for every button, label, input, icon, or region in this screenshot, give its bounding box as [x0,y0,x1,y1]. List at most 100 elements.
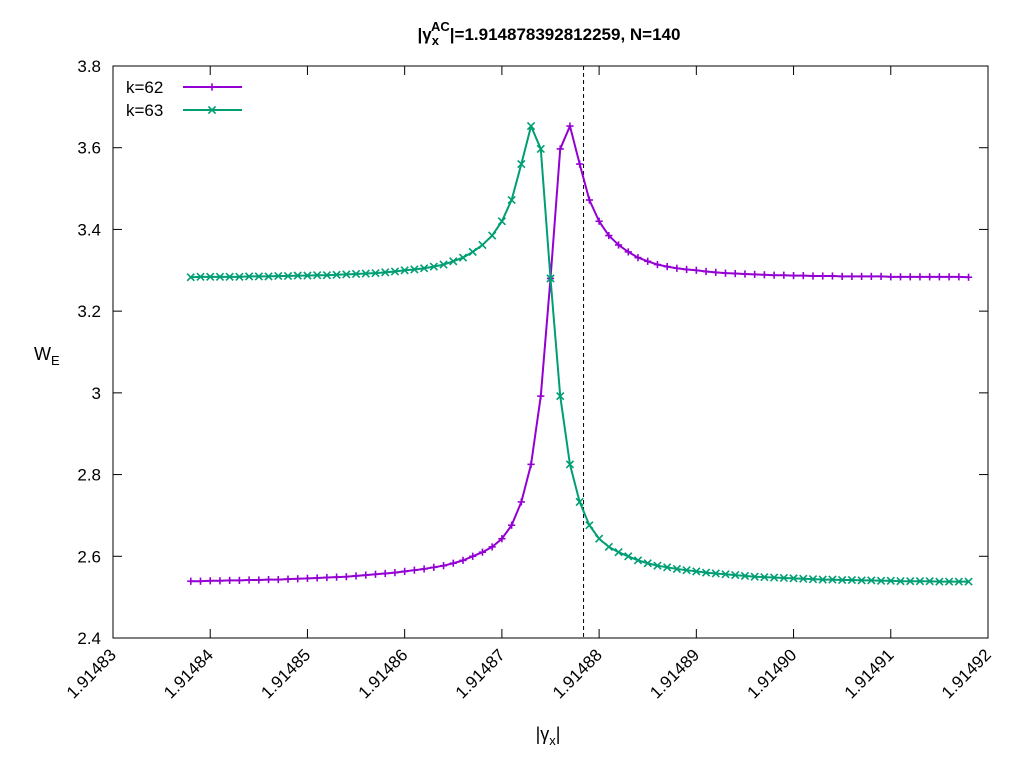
marker-stroke [779,573,788,583]
data-point-k63 [196,272,205,281]
marker-stroke [721,570,730,579]
data-point-k62 [264,575,273,584]
data-point-k63 [274,271,283,281]
data-point-k62 [653,260,662,269]
data-point-k63 [293,271,302,280]
marker-stroke [876,576,886,585]
marker-stroke [769,573,779,582]
data-point-k63 [925,577,934,586]
data-point-k62 [255,576,263,584]
marker-stroke [565,460,575,469]
marker-stroke [410,265,419,274]
marker-stroke [419,264,429,273]
data-point-k63 [225,272,234,281]
x-axis-label: |γx| [536,724,561,748]
data-point-k63 [935,577,944,586]
marker-stroke [915,577,925,586]
marker-stroke [186,273,195,282]
data-point-k63 [254,272,263,281]
legend-marker-k62 [208,83,216,91]
data-point-k63 [886,576,895,585]
marker-stroke [711,569,720,578]
data-point-k62 [449,559,457,567]
data-point-k62 [488,543,496,551]
marker-stroke [381,268,390,277]
data-point-k63 [740,571,750,581]
marker-stroke [371,268,380,278]
data-point-k62 [780,271,788,279]
data-point-k63 [867,576,876,585]
marker-stroke [896,577,905,586]
data-point-k62 [877,272,885,281]
data-point-k63 [857,576,866,585]
marker-stroke [293,271,302,280]
data-point-k62 [333,573,341,581]
data-point-k63 [381,268,390,277]
legend-label-k62: k=62 [126,78,163,97]
marker-stroke [789,574,798,583]
data-point-k62 [226,576,234,584]
data-point-k62 [274,575,282,584]
data-point-k63 [332,270,341,279]
x-tick-label: 1.91486 [355,645,412,702]
y-tick-label: 3.6 [77,139,101,158]
legend: k=62 k=63 [126,78,242,120]
marker-stroke [206,272,215,281]
marker-stroke [682,566,691,575]
marker-stroke [906,577,915,586]
data-point-k62 [235,576,243,584]
series-line-k62 [190,125,969,583]
marker-stroke [497,217,507,226]
data-point-k62 [809,272,817,280]
data-point-k62 [741,270,749,278]
y-tick-label: 2.4 [77,629,101,648]
data-point-k63 [663,563,672,572]
data-point-k63 [682,566,691,575]
x-tick-label: 1.91485 [257,645,314,702]
data-point-k62 [576,160,584,168]
data-point-k62 [478,548,487,556]
data-point-k63 [342,270,351,279]
marker-stroke [507,195,516,205]
marker-stroke [886,576,895,585]
marker-stroke [361,269,370,278]
data-point-k62 [614,241,623,249]
data-point-k62 [401,567,409,576]
data-point-k63 [517,159,526,169]
data-point-k62 [498,535,506,543]
marker-stroke [828,575,837,584]
data-point-k62 [410,566,418,574]
marker-stroke [818,575,827,584]
marker-stroke [225,272,234,281]
data-point-k63 [351,269,361,279]
x-tick-label: 1.91492 [938,645,995,702]
data-point-k63 [556,391,565,401]
data-point-k63 [672,564,682,574]
marker-stroke [964,577,973,586]
data-point-k63 [828,575,837,584]
marker-stroke [429,262,438,271]
marker-stroke [303,271,312,280]
x-tick-label: 1.91491 [841,645,898,702]
data-point-k63 [390,267,400,276]
data-point-k63 [614,548,623,557]
marker-stroke [526,121,536,131]
x-tick-label: 1.91489 [646,645,703,702]
marker-stroke [954,577,963,586]
data-point-k63 [643,559,652,568]
data-point-k62 [692,266,700,274]
data-point-k62 [731,269,739,278]
marker-stroke [517,159,526,169]
data-point-k63 [769,573,779,582]
data-point-k62 [187,577,195,585]
data-point-k63 [206,272,215,281]
data-point-k62 [867,272,875,281]
data-point-k62 [527,460,535,468]
x-tick-label: 1.91484 [160,645,217,702]
y-axis-label: WE [34,344,60,368]
data-point-k62 [381,569,389,578]
data-point-k63 [507,195,516,205]
data-point-k62 [284,575,292,583]
data-point-k63 [468,247,477,257]
data-point-k63 [876,576,886,585]
